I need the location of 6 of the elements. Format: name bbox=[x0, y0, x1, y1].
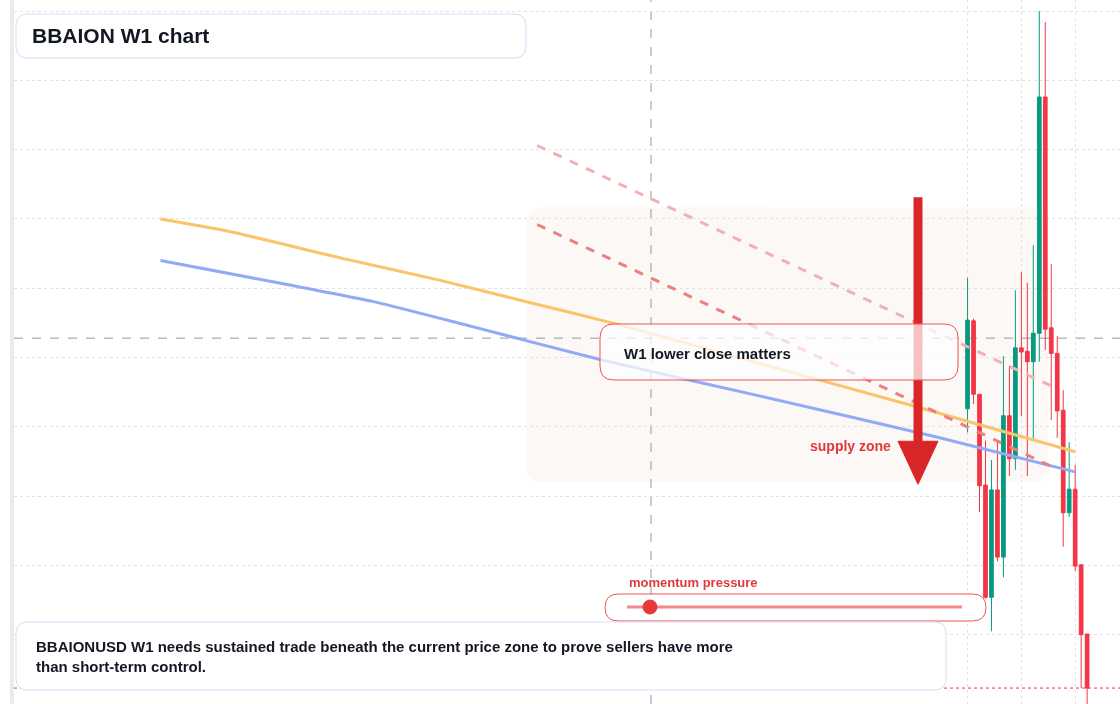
candlestick bbox=[1013, 289, 1018, 471]
candlestick bbox=[965, 277, 970, 433]
candlestick bbox=[1001, 355, 1006, 578]
candlestick bbox=[995, 440, 1000, 562]
candlestick bbox=[989, 459, 994, 632]
candlestick bbox=[1066, 441, 1072, 518]
